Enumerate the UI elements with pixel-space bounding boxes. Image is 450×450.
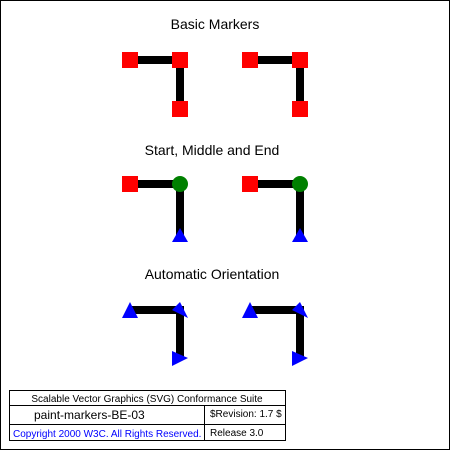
basic-markers-path-right bbox=[242, 52, 308, 117]
square-marker-start bbox=[122, 176, 138, 192]
square-marker-start bbox=[242, 52, 258, 68]
basic-markers-path-left bbox=[122, 52, 188, 117]
start-middle-end-title: Start, Middle and End bbox=[145, 142, 280, 158]
conformance-footer: Scalable Vector Graphics (SVG) Conforman… bbox=[9, 390, 286, 441]
footer-frame bbox=[9, 390, 286, 441]
auto-orient-path-right bbox=[242, 302, 308, 366]
circle-marker-middle bbox=[172, 176, 188, 192]
circle-marker-middle bbox=[292, 176, 308, 192]
square-marker-end bbox=[292, 101, 308, 117]
automatic-orientation-title: Automatic Orientation bbox=[145, 266, 280, 282]
basic-markers-title: Basic Markers bbox=[171, 16, 260, 32]
copyright-notice: Copyright 2000 W3C. All Rights Reserved. bbox=[13, 429, 201, 440]
triangle-marker-end bbox=[292, 351, 308, 366]
release-label: Release 3.0 bbox=[210, 428, 264, 439]
triangle-marker-end bbox=[172, 351, 188, 366]
square-marker-start bbox=[122, 52, 138, 68]
triangle-marker-middle bbox=[172, 302, 188, 318]
suite-title: Scalable Vector Graphics (SVG) Conforman… bbox=[31, 394, 263, 405]
triangle-marker-middle bbox=[292, 302, 308, 318]
test-name: paint-markers-BE-03 bbox=[34, 408, 145, 422]
triangle-marker-end bbox=[292, 228, 308, 242]
revision-label: $Revision: 1.7 $ bbox=[210, 409, 282, 420]
square-marker-start bbox=[242, 176, 258, 192]
start-middle-end-path-left bbox=[122, 176, 188, 242]
triangle-marker-end bbox=[172, 228, 188, 242]
auto-orient-path-left bbox=[122, 302, 188, 366]
square-marker-middle bbox=[292, 52, 308, 68]
triangle-marker-start bbox=[242, 302, 258, 318]
square-marker-middle bbox=[172, 52, 188, 68]
start-middle-end-path-right bbox=[242, 176, 308, 242]
triangle-marker-start bbox=[122, 302, 138, 318]
square-marker-end bbox=[172, 101, 188, 117]
